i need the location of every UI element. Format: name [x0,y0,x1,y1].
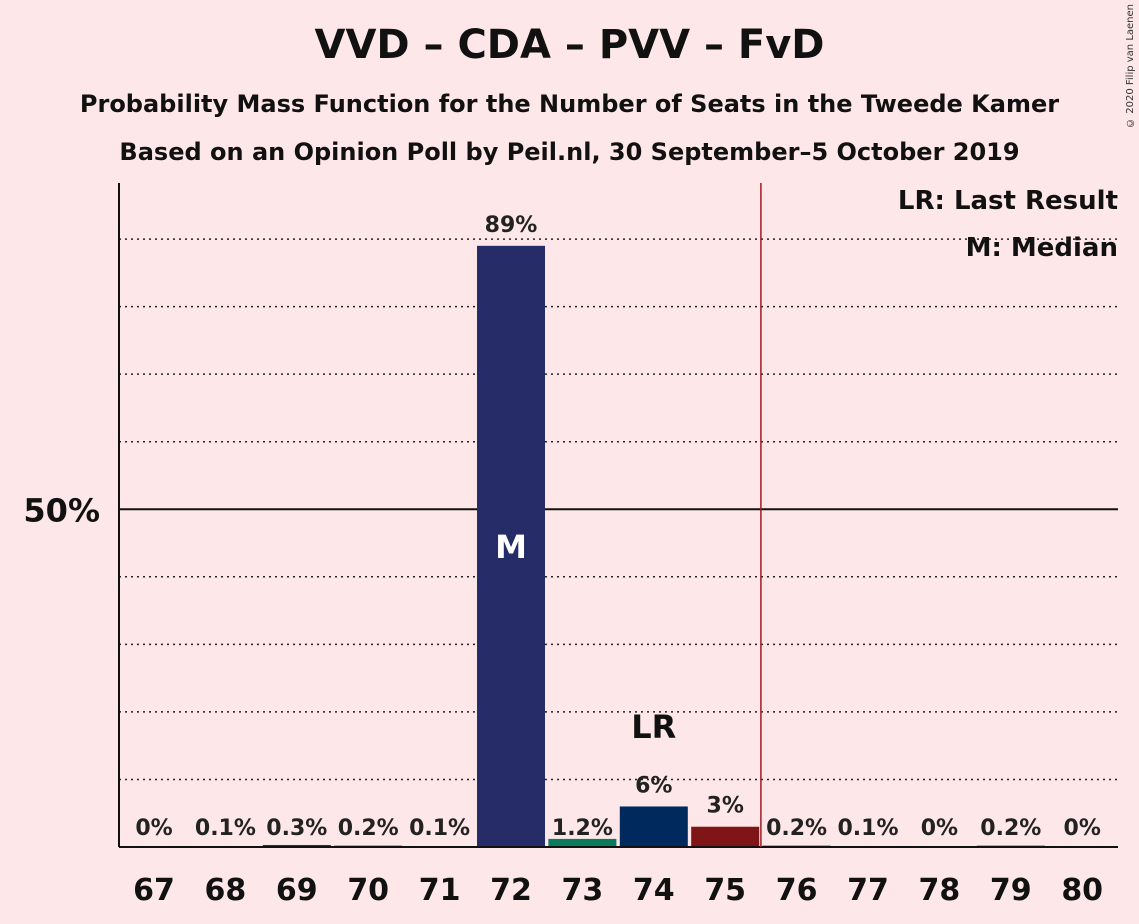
chart-source: Based on an Opinion Poll by Peil.nl, 30 … [119,138,1020,166]
data-label-78: 0% [921,816,958,841]
data-label-73: 1.2% [552,816,613,841]
x-tick-label-72: 72 [490,873,532,908]
data-label-80: 0% [1064,816,1101,841]
x-tick-label-67: 67 [133,873,175,908]
bar-75 [691,826,760,847]
data-label-69: 0.3% [266,816,327,841]
x-tick-label-78: 78 [919,873,961,908]
bar-69 [262,844,331,847]
x-tick-label-74: 74 [633,873,675,908]
x-tick-label-77: 77 [847,873,889,908]
x-tick-label-79: 79 [990,873,1032,908]
x-tick-label-80: 80 [1061,873,1103,908]
x-tick-label-69: 69 [276,873,318,908]
y-tick-label-50: 50% [23,491,100,529]
x-tick-label-75: 75 [704,873,746,908]
chart-subtitle: Probability Mass Function for the Number… [79,90,1060,118]
x-tick-label-76: 76 [776,873,818,908]
median-marker: M [495,528,527,566]
bar-72 [477,245,545,847]
data-label-68: 0.1% [195,816,256,841]
data-label-75: 3% [707,794,744,819]
data-label-77: 0.1% [837,816,898,841]
chart-title: VVD – CDA – PVV – FvD [314,22,825,68]
x-tick-label-73: 73 [562,873,604,908]
last-result-marker: LR [631,708,676,746]
data-label-74: 6% [635,773,672,798]
data-label-72: 89% [485,213,538,238]
x-tick-label-70: 70 [347,873,389,908]
legend-median: M: Median [965,233,1118,263]
data-label-70: 0.2% [338,816,399,841]
data-label-79: 0.2% [980,816,1041,841]
x-tick-label-68: 68 [205,873,247,908]
data-label-67: 0% [135,816,172,841]
data-label-76: 0.2% [766,816,827,841]
x-tick-label-71: 71 [419,873,461,908]
bar-73 [548,838,617,847]
data-label-71: 0.1% [409,816,470,841]
bar-74 [619,806,688,847]
legend-last-result: LR: Last Result [897,186,1118,216]
